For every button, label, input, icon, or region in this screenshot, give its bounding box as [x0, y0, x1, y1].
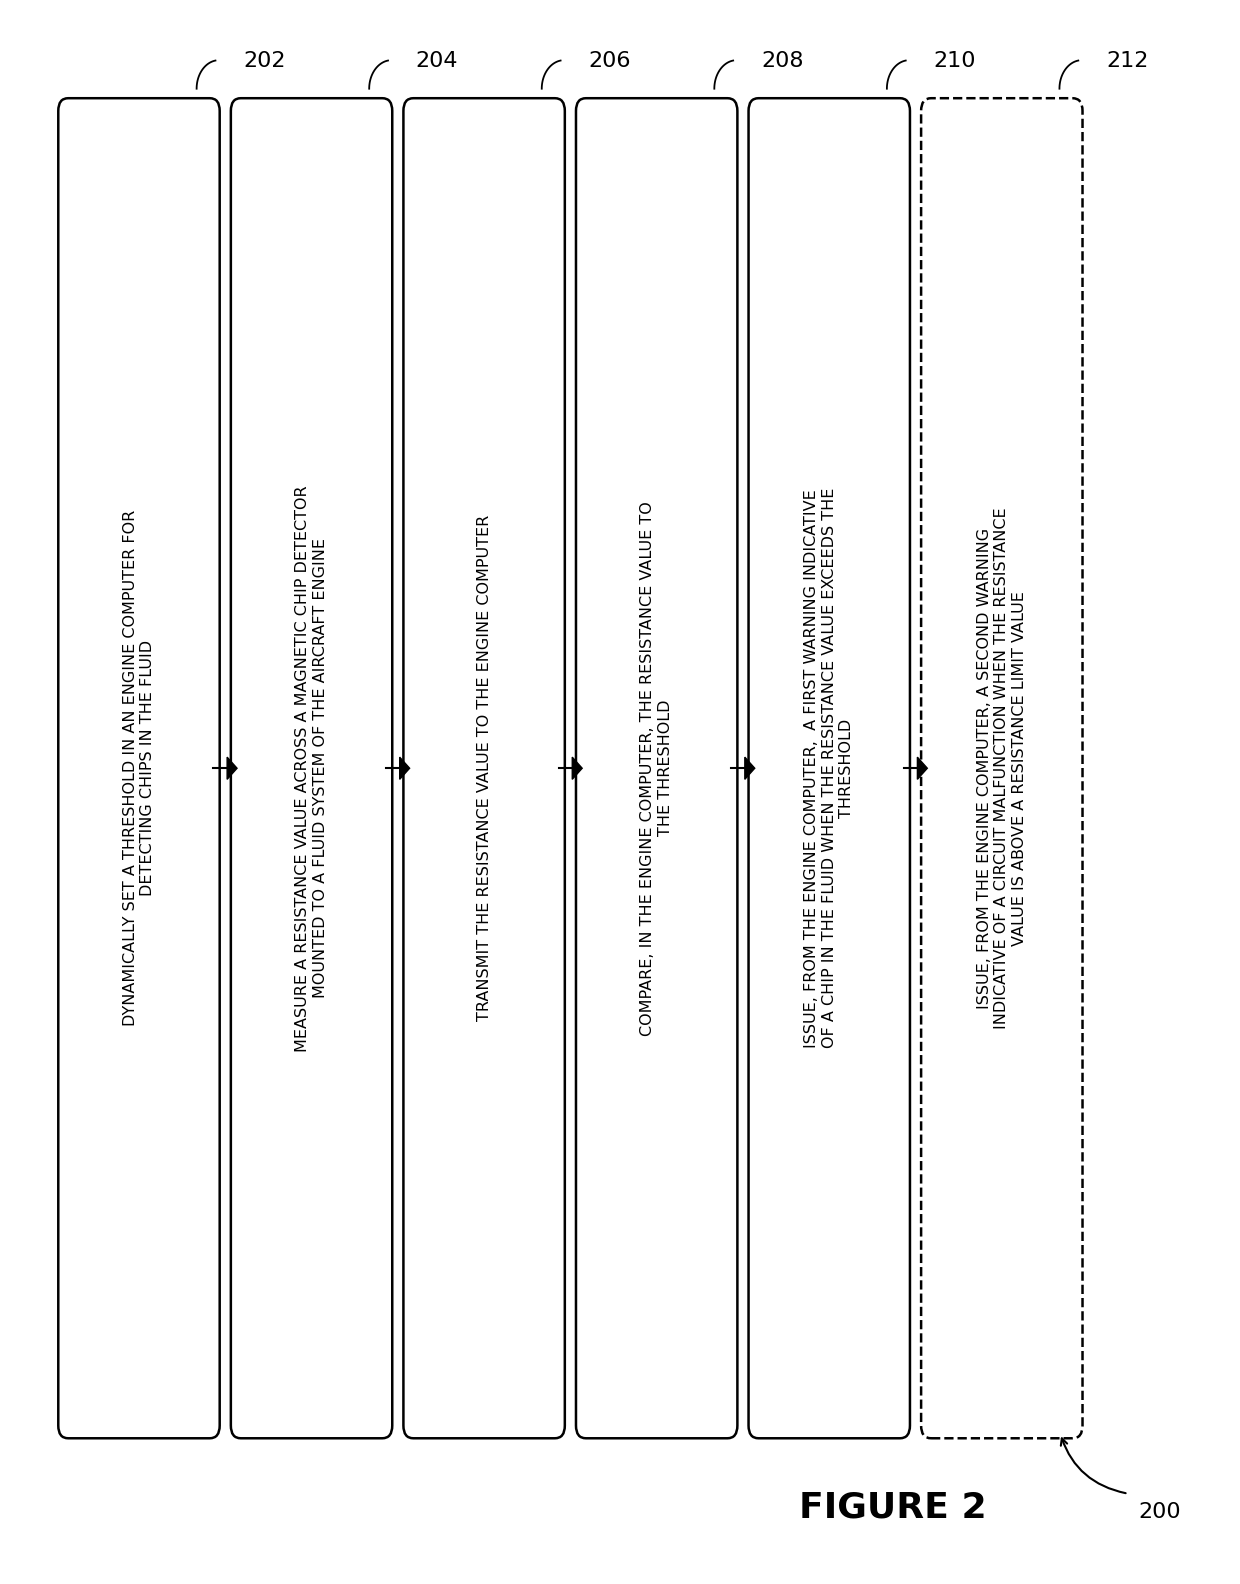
Text: FIGURE 2: FIGURE 2 — [799, 1491, 987, 1525]
Text: DYNAMICALLY SET A THRESHOLD IN AN ENGINE COMPUTER FOR
DETECTING CHIPS IN THE FLU: DYNAMICALLY SET A THRESHOLD IN AN ENGINE… — [123, 510, 155, 1026]
Text: 206: 206 — [588, 51, 631, 71]
Text: 210: 210 — [934, 51, 976, 71]
Text: ISSUE, FROM THE ENGINE COMPUTER, A SECOND WARNING
INDICATIVE OF A CIRCUIT MALFUN: ISSUE, FROM THE ENGINE COMPUTER, A SECON… — [977, 507, 1027, 1030]
Text: 208: 208 — [761, 51, 804, 71]
Text: 204: 204 — [415, 51, 459, 71]
Text: ISSUE, FROM THE ENGINE COMPUTER,  A FIRST WARNING INDICATIVE
OF A CHIP IN THE FL: ISSUE, FROM THE ENGINE COMPUTER, A FIRST… — [805, 488, 854, 1049]
Text: 212: 212 — [1106, 51, 1148, 71]
Text: COMPARE, IN THE ENGINE COMPUTER, THE RESISTANCE VALUE TO
THE THRESHOLD: COMPARE, IN THE ENGINE COMPUTER, THE RES… — [641, 501, 673, 1036]
Text: 200: 200 — [1138, 1502, 1180, 1522]
Text: MEASURE A RESISTANCE VALUE ACROSS A MAGNETIC CHIP DETECTOR
MOUNTED TO A FLUID SY: MEASURE A RESISTANCE VALUE ACROSS A MAGN… — [295, 485, 327, 1052]
Text: 202: 202 — [243, 51, 285, 71]
Text: TRANSMIT THE RESISTANCE VALUE TO THE ENGINE COMPUTER: TRANSMIT THE RESISTANCE VALUE TO THE ENG… — [476, 515, 491, 1022]
